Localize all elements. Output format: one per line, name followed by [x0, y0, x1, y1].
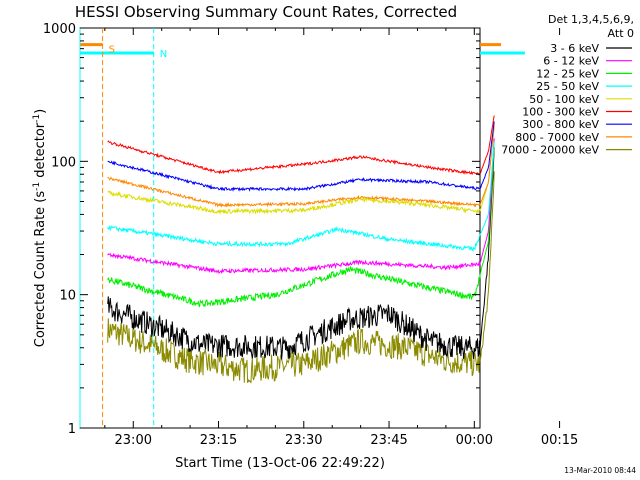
series-line-1 [107, 138, 495, 275]
attenuator-bars [80, 43, 525, 55]
legend-label-7: 800 - 7000 keV [515, 131, 599, 144]
x-tick-label-5: 00:15 [541, 433, 578, 448]
event-marker-label-0: S [109, 45, 115, 56]
series-line-7 [107, 123, 495, 208]
y-axis-label-sup2: -1 [32, 114, 42, 123]
x-tick-label-3: 23:45 [370, 433, 407, 448]
x-axis-ticks: 23:00 23:15 23:30 23:45 00:00 00:15 [104, 28, 578, 448]
x-tick-label-0: 23:00 [115, 433, 152, 448]
data-series [107, 115, 495, 384]
legend-label-6: 300 - 800 keV [522, 118, 599, 131]
plot-timestamp: 13-Mar-2010 08:44 [564, 466, 636, 475]
series-line-8 [107, 171, 495, 384]
event-marker-label-1: N [160, 49, 167, 60]
legend-label-8: 7000 - 20000 keV [501, 144, 599, 157]
legend-label-0: 3 - 6 keV [550, 42, 599, 55]
legend-header-attenuator: Att 0 [608, 27, 634, 40]
y-axis-label-main: Corrected Count Rate (s [33, 191, 48, 348]
legend-label-5: 100 - 300 keV [522, 106, 599, 119]
x-tick-label-4: 00:00 [456, 433, 493, 448]
legend-label-4: 50 - 100 keV [529, 93, 599, 106]
y-tick-label-0: 1 [68, 422, 76, 437]
y-tick-label-3: 1000 [43, 22, 76, 37]
series-line-3 [107, 142, 495, 252]
legend-label-2: 12 - 25 keV [536, 67, 599, 80]
series-line-5 [107, 115, 495, 176]
legend-header-detectors: Det 1,3,4,5,6,9, [548, 13, 634, 26]
series-line-6 [107, 121, 495, 192]
y-tick-label-1: 10 [59, 289, 76, 304]
x-tick-label-1: 23:15 [200, 433, 237, 448]
x-axis-label: Start Time (13-Oct-06 22:49:22) [175, 456, 385, 471]
series-line-0 [107, 147, 495, 360]
series-line-4 [107, 127, 495, 215]
legend-label-1: 6 - 12 keV [543, 55, 599, 68]
y-axis-label: Corrected Count Rate (s-1 detector-1) [32, 109, 48, 347]
y-axis-label-sup1: -1 [32, 182, 42, 191]
y-axis-ticks: 1 10 100 1000 [43, 22, 480, 437]
y-axis-label-mid: detector [33, 122, 48, 182]
chart-title: HESSI Observing Summary Count Rates, Cor… [75, 3, 457, 21]
y-axis-label-end: ) [33, 109, 48, 114]
legend-label-3: 25 - 50 keV [536, 80, 599, 93]
y-tick-label-2: 100 [51, 155, 76, 170]
x-tick-label-2: 23:30 [285, 433, 322, 448]
series-line-2 [107, 146, 495, 308]
